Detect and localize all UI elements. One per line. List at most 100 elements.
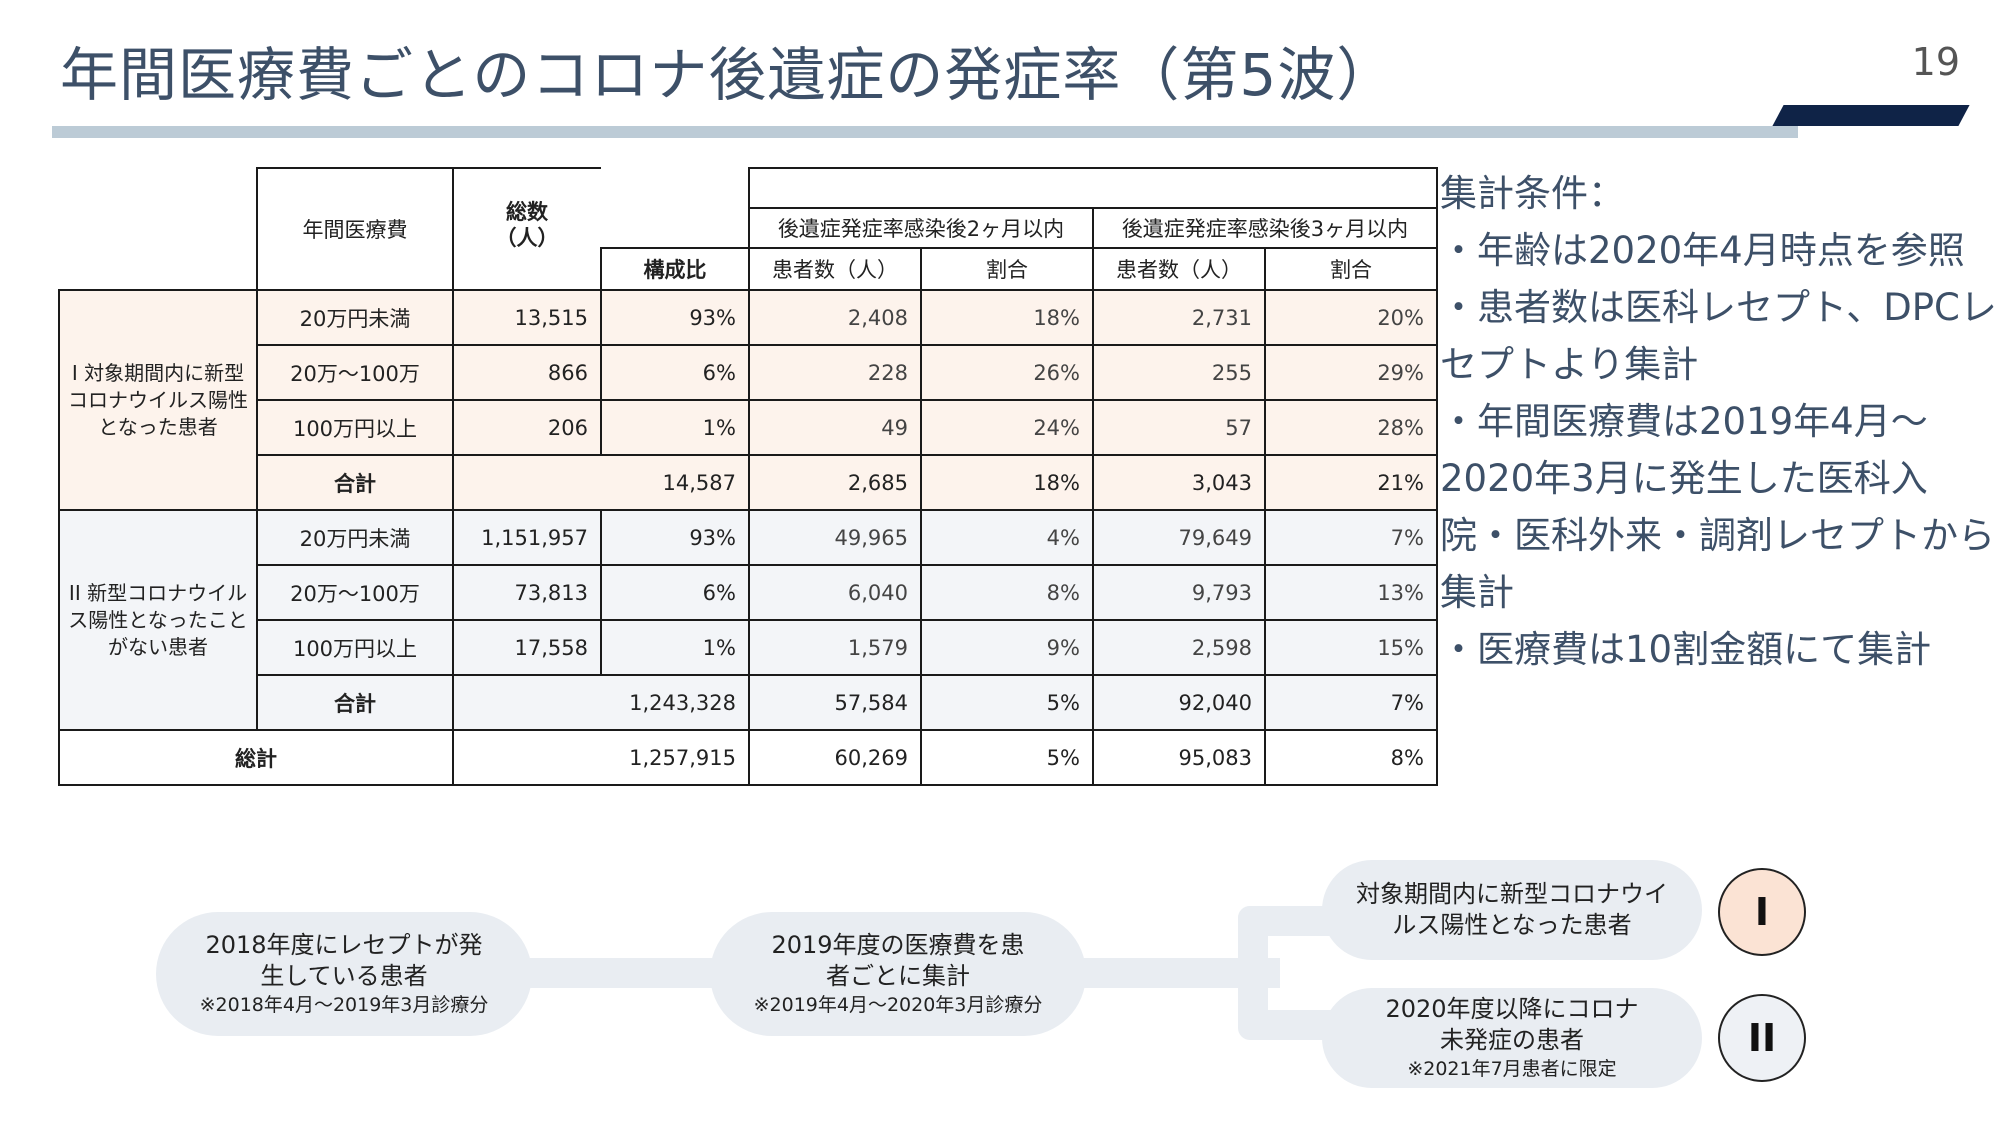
flow-step-1-note: ※2018年4月〜2019年3月診療分 — [199, 993, 489, 1016]
patients-3m-cell: 255 — [1092, 344, 1266, 401]
ratio-cell: 6% — [600, 344, 750, 401]
rate-3m-cell: 13% — [1264, 564, 1438, 621]
rate-3m-cell: 7% — [1264, 509, 1438, 566]
rate-2m-cell: 4% — [920, 509, 1094, 566]
patients-3m-cell: 79,649 — [1092, 509, 1266, 566]
flow-step-2-note: ※2019年4月〜2020年3月診療分 — [753, 993, 1043, 1016]
results-table: 年間医療費 総数 （人） 後遺症発症率感染後2ヶ月以内 後遺症発症率感染後3ヶ月… — [58, 167, 1438, 786]
note-item: ・年間医療費は2019年4月〜2020年3月に発生した医科入院・医科外来・調剤レ… — [1440, 400, 1995, 614]
grand-total-total: 1,257,915 — [452, 729, 750, 786]
rate-3m-cell: 28% — [1264, 399, 1438, 456]
subtotal-total: 1,243,328 — [452, 674, 750, 731]
header-total-count: 総数 （人） — [452, 167, 601, 291]
flow-branch-2-note: ※2021年7月患者に限定 — [1407, 1057, 1617, 1080]
subtotal-row: 合計 1,243,328 57,584 5% 92,040 7% — [59, 674, 1438, 731]
subtotal-rate-2m: 5% — [920, 674, 1094, 731]
header-composition: 構成比 — [600, 247, 750, 291]
cost-band: 20万円未満 — [256, 289, 454, 346]
note-item: ・患者数は医科レセプト、DPCレセプトより集計 — [1440, 286, 1997, 386]
subtotal-total: 14,587 — [452, 454, 750, 511]
header-annual-cost: 年間医療費 — [256, 167, 454, 291]
table-row: II 新型コロナウイルス陽性となったことがない患者 20万円未満 1,151,9… — [58, 509, 1438, 731]
total-cell: 13,515 — [452, 289, 602, 346]
cost-band: 100万円以上 — [256, 399, 454, 456]
rate-3m-cell: 15% — [1264, 619, 1438, 676]
group-1-marker: I — [1718, 868, 1806, 956]
header-rate-2m: 割合 — [920, 247, 1094, 291]
table-row: 100万円以上 17,558 1% 1,579 9% 2,598 15% — [59, 619, 1438, 676]
grand-total-patients-2m: 60,269 — [748, 729, 922, 786]
table-row: 20万〜100万 866 6% 228 26% 255 29% — [59, 344, 1438, 401]
total-cell: 866 — [452, 344, 602, 401]
header-patients-2m: 患者数（人） — [748, 247, 922, 291]
total-cell: 206 — [452, 399, 602, 456]
grand-total-patients-3m: 95,083 — [1092, 729, 1266, 786]
title-accent-bar — [1772, 105, 1970, 126]
header-rate-3m: 割合 — [1264, 247, 1438, 291]
subtotal-patients-3m: 3,043 — [1092, 454, 1266, 511]
group-2-label: II 新型コロナウイルス陽性となったことがない患者 — [58, 509, 258, 731]
patients-3m-cell: 2,598 — [1092, 619, 1266, 676]
note-item: ・年齢は2020年4月時点を参照 — [1440, 229, 1965, 272]
flow-step-1: 2018年度にレセプトが発生している患者 ※2018年4月〜2019年3月診療分 — [156, 912, 532, 1036]
grand-total-rate-2m: 5% — [920, 729, 1094, 786]
patients-2m-cell: 228 — [748, 344, 922, 401]
ratio-cell: 93% — [600, 289, 750, 346]
cost-band: 100万円以上 — [256, 619, 454, 676]
notes-heading: 集計条件： — [1440, 172, 1625, 215]
flow-branch-2-text: 2020年度以降にコロナ未発症の患者 — [1385, 994, 1639, 1054]
total-cell: 17,558 — [452, 619, 602, 676]
patients-3m-cell: 9,793 — [1092, 564, 1266, 621]
subtotal-rate-3m: 21% — [1264, 454, 1438, 511]
rate-2m-cell: 24% — [920, 399, 1094, 456]
aggregation-conditions: 集計条件： ・年齢は2020年4月時点を参照 ・患者数は医科レセプト、DPCレセ… — [1440, 165, 2000, 678]
flow-branch-2: 2020年度以降にコロナ未発症の患者 ※2021年7月患者に限定 — [1322, 988, 1702, 1088]
subtotal-rate-3m: 7% — [1264, 674, 1438, 731]
patients-3m-cell: 2,731 — [1092, 289, 1266, 346]
page-number: 19 — [1911, 40, 1960, 84]
total-cell: 73,813 — [452, 564, 602, 621]
flow-step-1-text: 2018年度にレセプトが発生している患者 — [205, 930, 483, 990]
subtotal-patients-2m: 2,685 — [748, 454, 922, 511]
patients-2m-cell: 49,965 — [748, 509, 922, 566]
total-cell: 1,151,957 — [452, 509, 602, 566]
subtotal-label: 合計 — [256, 674, 454, 731]
rate-3m-cell: 29% — [1264, 344, 1438, 401]
cost-band: 20万〜100万 — [256, 344, 454, 401]
group-1-label: I 対象期間内に新型コロナウイルス陽性となった患者 — [58, 289, 258, 511]
header-group-3m: 後遺症発症率感染後3ヶ月以内 — [1092, 207, 1438, 249]
grand-total-label: 総計 — [58, 729, 454, 786]
cost-band: 20万円未満 — [256, 509, 454, 566]
rate-2m-cell: 9% — [920, 619, 1094, 676]
note-item: ・医療費は10割金額にて集計 — [1440, 628, 1932, 671]
table-row: 20万〜100万 73,813 6% 6,040 8% 9,793 13% — [59, 564, 1438, 621]
patients-2m-cell: 1,579 — [748, 619, 922, 676]
rate-2m-cell: 18% — [920, 289, 1094, 346]
group-2-marker: II — [1718, 994, 1806, 1082]
ratio-cell: 6% — [600, 564, 750, 621]
rate-2m-cell: 8% — [920, 564, 1094, 621]
grand-total-row: 総計 1,257,915 60,269 5% 95,083 8% — [58, 729, 1438, 786]
patients-2m-cell: 2,408 — [748, 289, 922, 346]
table-corner — [59, 168, 257, 208]
patients-2m-cell: 6,040 — [748, 564, 922, 621]
header-group-2m: 後遺症発症率感染後2ヶ月以内 — [748, 207, 1094, 249]
cost-band: 20万〜100万 — [256, 564, 454, 621]
flow-step-2: 2019年度の医療費を患者ごとに集計 ※2019年4月〜2020年3月診療分 — [710, 912, 1086, 1036]
subtotal-row: 合計 14,587 2,685 18% 3,043 21% — [59, 454, 1438, 511]
table-row: I 対象期間内に新型コロナウイルス陽性となった患者 20万円未満 13,515 … — [58, 289, 1438, 511]
ratio-cell: 1% — [600, 399, 750, 456]
patients-2m-cell: 49 — [748, 399, 922, 456]
group-1-marker-text: I — [1754, 890, 1770, 934]
ratio-cell: 93% — [600, 509, 750, 566]
subtotal-label: 合計 — [256, 454, 454, 511]
table-row: 100万円以上 206 1% 49 24% 57 28% — [59, 399, 1438, 456]
header-patients-3m: 患者数（人） — [1092, 247, 1266, 291]
flow-step-2-text: 2019年度の医療費を患者ごとに集計 — [771, 930, 1025, 990]
grand-total-rate-3m: 8% — [1264, 729, 1438, 786]
group-2-marker-text: II — [1747, 1016, 1777, 1060]
flow-branch-1-text: 対象期間内に新型コロナウイルス陽性となった患者 — [1356, 880, 1668, 939]
flow-branch-1: 対象期間内に新型コロナウイルス陽性となった患者 — [1322, 860, 1702, 960]
subtotal-patients-3m: 92,040 — [1092, 674, 1266, 731]
rate-2m-cell: 26% — [920, 344, 1094, 401]
